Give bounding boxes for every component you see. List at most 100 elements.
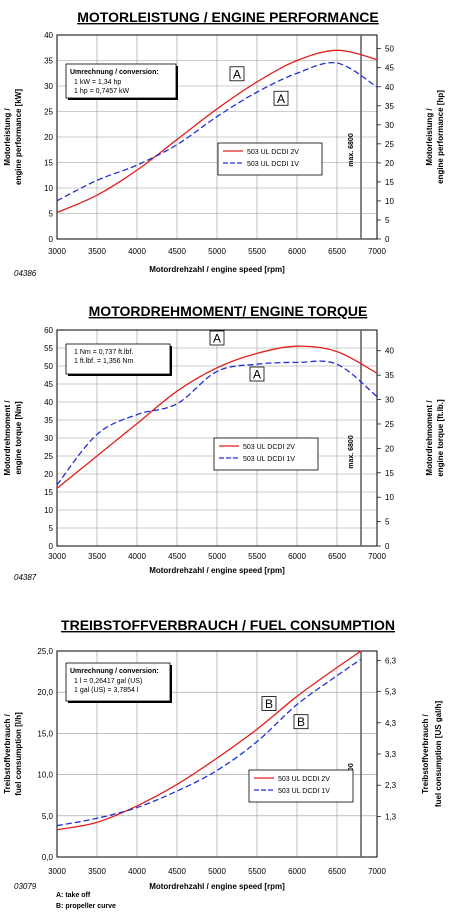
- x-tick-label: 4500: [168, 247, 186, 256]
- y-tick-label: 35: [44, 57, 53, 66]
- y-tick-label: 25: [44, 452, 53, 461]
- y2-tick-label: 45: [385, 64, 394, 73]
- x-tick-label: 5000: [208, 247, 226, 256]
- x-axis-label: Motordrehzahl / engine speed [rpm]: [149, 882, 285, 891]
- y2-tick-label: 10: [385, 493, 394, 502]
- y2-tick-label: 5,3: [385, 688, 397, 697]
- y2-tick-label: 5: [385, 518, 390, 527]
- y-tick-label: 0,0: [42, 853, 54, 862]
- y-axis-label: Treibstoffverbrauch /: [3, 713, 12, 793]
- x-tick-label: 6500: [328, 867, 346, 876]
- series-line-2: [56, 61, 378, 202]
- plot-frame: [56, 650, 378, 858]
- x-tick-label: 3000: [48, 552, 66, 561]
- y-tick-label: 10: [44, 506, 53, 515]
- curve-marker-box: [249, 366, 265, 382]
- y2-tick-label: 1,3: [385, 812, 397, 821]
- curve-marker-box: [209, 330, 225, 346]
- series-line-2: [56, 360, 378, 486]
- y2-tick-label: 0: [385, 542, 390, 551]
- series-line-1: [56, 345, 378, 489]
- conversion-line: 1 ft.lbf. = 1,356 Nm: [74, 358, 134, 365]
- y-tick-label: 20: [44, 470, 53, 479]
- x-tick-label: 6000: [288, 247, 306, 256]
- curve-marker-label: A: [253, 368, 261, 382]
- legend-label-2: 503 UL DCDI 1V: [243, 456, 295, 463]
- y-tick-label: 15: [44, 488, 53, 497]
- y2-tick-label: 30: [385, 396, 394, 405]
- x-tick-label: 7000: [368, 552, 386, 561]
- legend-label-1: 503 UL DCDI 2V: [247, 149, 299, 156]
- y-tick-label: 20,0: [37, 688, 53, 697]
- y-tick-label: 5: [49, 524, 54, 533]
- y-tick-label: 25,0: [37, 647, 53, 656]
- max-rpm-label: max. 6800: [348, 133, 355, 167]
- series-line-2: [56, 658, 362, 827]
- y2-tick-label: 10: [385, 197, 394, 206]
- y-tick-label: 30: [44, 82, 53, 91]
- conversion-line: 1 l = 0,26417 gal (US): [74, 678, 142, 685]
- y2-tick-label: 40: [385, 347, 394, 356]
- y-tick-label: 25: [44, 108, 53, 117]
- x-tick-label: 3500: [88, 247, 106, 256]
- curve-marker-label: A: [233, 67, 241, 81]
- y2-tick-label: 0: [385, 235, 390, 244]
- y-tick-label: 15,0: [37, 729, 53, 738]
- y2-axis-label: Motordrehmoment /: [425, 400, 434, 476]
- curve-marker-box: [229, 66, 245, 82]
- footnote: B: propeller curve: [56, 903, 116, 910]
- chart-title: MOTORDREHMOMENT/ ENGINE TORQUE: [89, 303, 368, 319]
- figure-code: 04387: [14, 573, 37, 582]
- y-tick-label: 0: [49, 235, 54, 244]
- conversion-line: 1 Nm = 0,737 ft.lbf.: [74, 349, 133, 356]
- conversion-line: 1 gal (US) = 3,7854 l: [74, 687, 139, 694]
- y2-axis-label: Motorleistung /: [425, 108, 434, 166]
- y2-axis-label: engine torque [ft.lb.]: [436, 399, 445, 477]
- x-tick-label: 4500: [168, 552, 186, 561]
- series-line-1: [56, 49, 378, 214]
- x-tick-label: 4000: [128, 247, 146, 256]
- y2-tick-label: 20: [385, 444, 394, 453]
- x-tick-label: 6000: [288, 552, 306, 561]
- y2-tick-label: 4,3: [385, 719, 397, 728]
- x-tick-label: 4500: [168, 867, 186, 876]
- y-axis-label: fuel consumption [l/h]: [14, 712, 23, 796]
- x-axis-label: Motordrehzahl / engine speed [rpm]: [149, 265, 285, 274]
- y-tick-label: 40: [44, 31, 53, 40]
- x-tick-label: 3500: [88, 867, 106, 876]
- x-tick-label: 4000: [128, 867, 146, 876]
- curve-marker-box: [261, 696, 277, 711]
- legend-box: [213, 437, 319, 471]
- x-tick-label: 7000: [368, 247, 386, 256]
- y-axis-label: engine torque [Nm]: [14, 401, 23, 475]
- y2-tick-label: 30: [385, 121, 394, 130]
- x-tick-label: 5500: [248, 247, 266, 256]
- curve-marker-label: B: [265, 697, 273, 711]
- y-tick-label: 30: [44, 434, 53, 443]
- max-rpm-label: max. 6800: [348, 435, 355, 469]
- x-tick-label: 3000: [48, 867, 66, 876]
- conversion-title: Umrechnung / conversion:: [70, 668, 159, 675]
- y-tick-label: 15: [44, 159, 53, 168]
- y-tick-label: 0: [49, 542, 54, 551]
- y-tick-label: 10: [44, 184, 53, 193]
- y2-axis-label: engine performance [hp]: [436, 90, 445, 184]
- legend-label-1: 503 UL DCDI 2V: [243, 444, 295, 451]
- y-tick-label: 55: [44, 344, 53, 353]
- y2-tick-label: 15: [385, 469, 394, 478]
- figure-code: 04386: [14, 269, 37, 278]
- y-tick-label: 45: [44, 380, 53, 389]
- y-axis-label: engine performance [kW]: [14, 89, 23, 185]
- y-tick-label: 5,0: [42, 812, 54, 821]
- chart-title: MOTORLEISTUNG / ENGINE PERFORMANCE: [77, 9, 379, 25]
- y-tick-label: 20: [44, 133, 53, 142]
- y-tick-label: 35: [44, 416, 53, 425]
- curve-marker-label: B: [297, 715, 305, 729]
- y-tick-label: 40: [44, 398, 53, 407]
- y2-tick-label: 50: [385, 45, 394, 54]
- y2-tick-label: 40: [385, 83, 394, 92]
- y2-tick-label: 6,3: [385, 656, 397, 665]
- x-axis-label: Motordrehzahl / engine speed [rpm]: [149, 566, 285, 575]
- legend-box: [217, 142, 323, 176]
